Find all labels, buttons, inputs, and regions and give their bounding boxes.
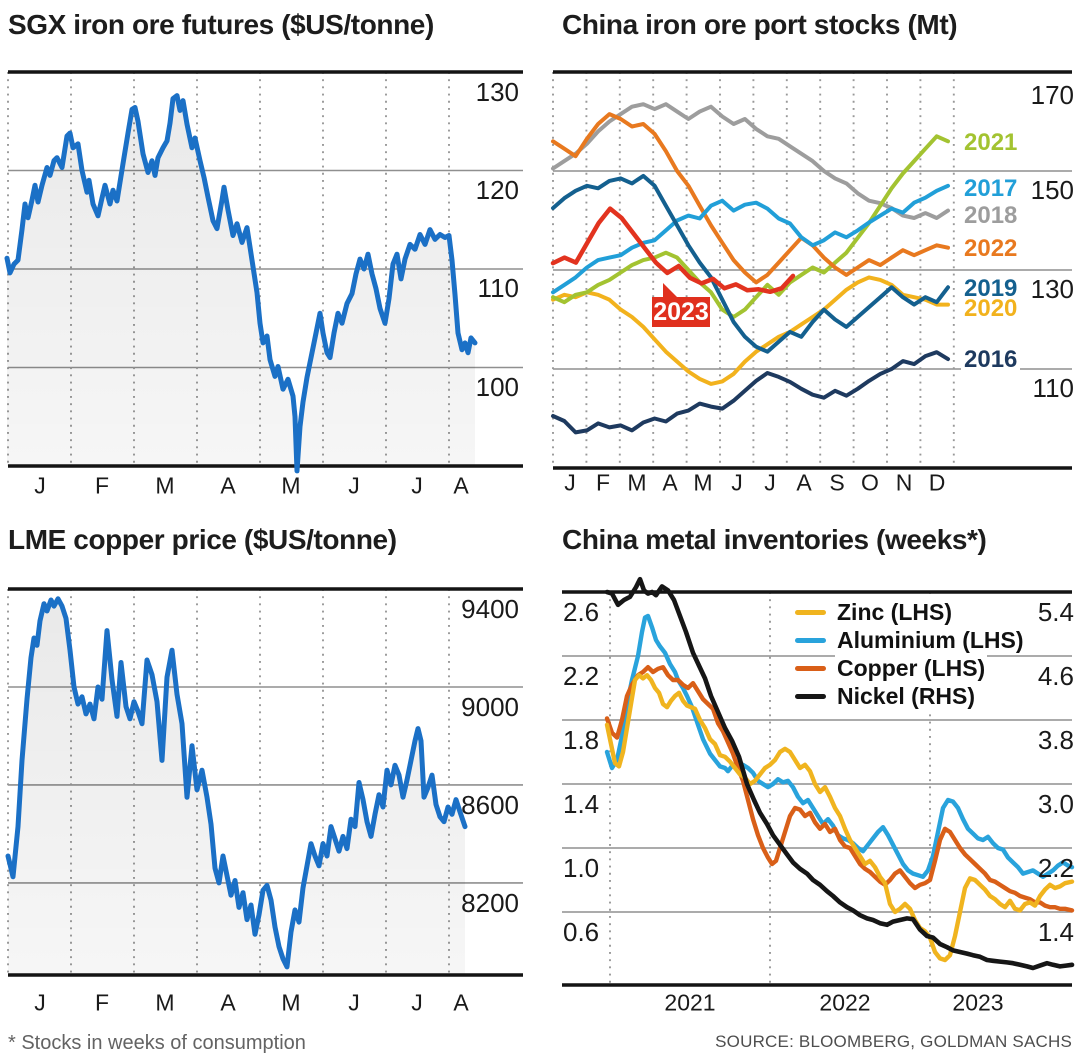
- legend-swatch-copper: [795, 665, 826, 671]
- callout-2023: 2023: [652, 297, 710, 327]
- legend-label-zinc: Zinc (LHS): [835, 598, 954, 626]
- footnote: * Stocks in weeks of consumption: [8, 1032, 306, 1054]
- callout-pointer-2023: [663, 283, 678, 298]
- legend-label-aluminium: Aluminium (LHS): [835, 626, 1026, 654]
- source-credit: SOURCE: BLOOMBERG, GOLDMAN SACHS: [715, 1032, 1072, 1051]
- chart-title-lme-copper: LME copper price ($US/tonne): [8, 524, 397, 555]
- legend-swatch-nickel: [795, 693, 826, 699]
- legend-item-nickel: Nickel (RHS): [795, 682, 1026, 710]
- legend-item-copper: Copper (LHS): [795, 654, 1026, 682]
- legend-swatch-aluminium: [795, 637, 826, 643]
- legend-swatch-zinc: [795, 609, 826, 615]
- legend-label-copper: Copper (LHS): [835, 654, 988, 682]
- chart-title-sgx-iron-ore: SGX iron ore futures ($US/tonne): [8, 9, 434, 40]
- legend-label-nickel: Nickel (RHS): [835, 682, 978, 710]
- legend-item-aluminium: Aluminium (LHS): [795, 626, 1026, 654]
- chart-title-metal-inventories: China metal inventories (weeks*): [562, 524, 987, 555]
- legend-item-zinc: Zinc (LHS): [795, 598, 1026, 626]
- chart-title-port-stocks: China iron ore port stocks (Mt): [562, 9, 958, 40]
- legend: Zinc (LHS) Aluminium (LHS) Copper (LHS) …: [795, 598, 1026, 710]
